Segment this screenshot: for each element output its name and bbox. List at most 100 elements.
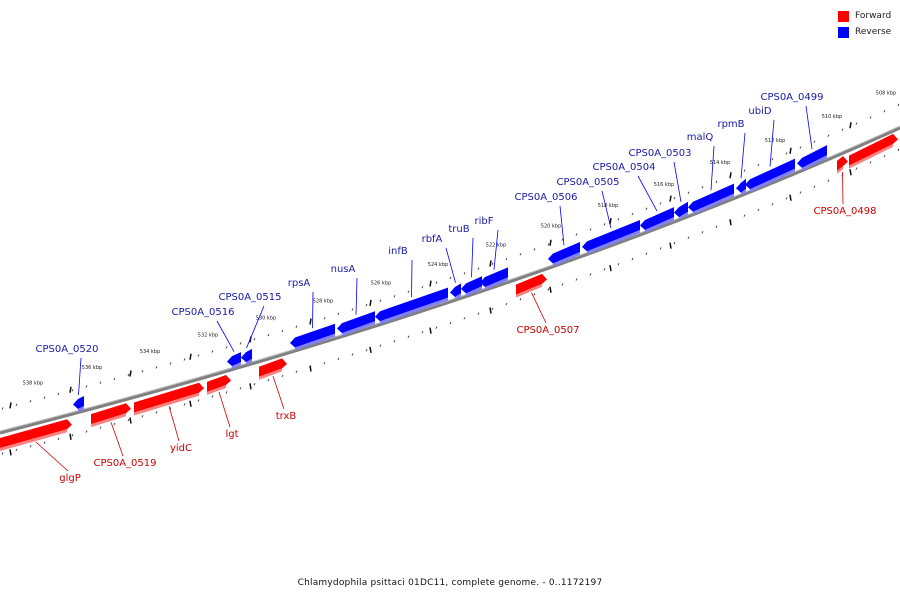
reverse-gene-label: CPS0A_0520 [35, 344, 98, 355]
forward-gene-label: glgP [59, 473, 81, 484]
tick-minor-lower [365, 348, 368, 352]
reverse-gene-arrow-shadow [693, 193, 734, 215]
forward-gene-arrow [849, 133, 898, 166]
tick-minor-upper [57, 392, 60, 396]
tick-minor-upper [519, 253, 522, 256]
tick-minor-upper [701, 186, 704, 189]
reverse-gene-arrow [73, 396, 84, 409]
tick-minor-lower [883, 154, 886, 158]
reverse-gene-leader [559, 205, 565, 246]
tick-minor-lower [155, 411, 158, 414]
reverse-gene-arrow-shadow [246, 358, 252, 366]
ruler-labels: 508 kbp 510 kbp 512 kbp 514 kbp 516 kbp 518 k… [23, 90, 896, 386]
reverse-gene-arrow [480, 267, 508, 287]
tick-major-upper [189, 353, 192, 360]
tick-major-upper [669, 195, 672, 202]
tick-major-upper [129, 370, 132, 377]
forward-gene-arrow-shadow [516, 283, 542, 298]
tick-minor-upper [281, 329, 284, 333]
tick-minor-upper [883, 109, 886, 113]
reverse-gene-arrow-shadow [342, 321, 375, 337]
reverse-gene-label: CPS0A_0505 [556, 177, 619, 188]
forward-gene-arrow-shadow [837, 166, 843, 174]
tick-minor-lower [449, 321, 452, 325]
tick-minor-upper [589, 228, 592, 231]
reverse-gene-leader [411, 259, 413, 297]
tick-major-upper [369, 299, 372, 306]
reverse-gene-label: ribF [475, 216, 494, 227]
tick-minor-upper [575, 233, 578, 236]
forward-gene-label: CPS0A_0519 [93, 458, 156, 469]
tick-minor-upper [771, 157, 774, 161]
tick-minor-lower [351, 353, 354, 356]
tick-minor-upper [141, 370, 144, 373]
tick-minor-lower [533, 293, 536, 296]
reverse-gene-arrow [227, 352, 241, 367]
tick-minor-upper [743, 169, 746, 172]
ruler-tick-label: 518 kbp [598, 203, 618, 209]
tick-minor-lower [183, 403, 186, 406]
tick-major-lower [669, 242, 672, 249]
tick-minor-upper [477, 267, 480, 270]
tick-minor-upper [869, 116, 872, 119]
tick-minor-lower [57, 437, 60, 441]
reverse-gene-leader [769, 119, 775, 167]
ruler-tick-label: 520 kbp [541, 223, 561, 229]
tick-minor-lower [71, 433, 74, 437]
tick-minor-lower [127, 418, 130, 422]
reverse-gene-arrow [797, 145, 827, 168]
tick-minor-upper [295, 325, 298, 328]
tick-minor-upper [15, 403, 18, 407]
tick-row-lower [1, 148, 900, 456]
ruler-tick-label: 538 kbp [23, 380, 43, 386]
tick-major-lower [729, 219, 732, 226]
tick-minor-lower [547, 288, 550, 291]
forward-gene-arrow [0, 419, 72, 448]
tick-minor-upper [813, 140, 816, 143]
tick-minor-lower [239, 387, 242, 390]
tick-minor-upper [855, 122, 858, 125]
genome-caption: Chlamydophila psittaci 01DC11, complete … [297, 578, 603, 588]
legend-reverse-swatch [838, 26, 849, 38]
tick-minor-upper [365, 303, 368, 307]
legend: Forward Reverse [838, 8, 891, 40]
tick-minor-lower [659, 247, 662, 250]
reverse-gene-arrow [241, 348, 252, 363]
reverse-gene-arrow-shadow [553, 252, 580, 267]
tick-minor-upper [785, 152, 788, 155]
tick-minor-upper [533, 248, 536, 251]
reverse-gene-arrow-shadow [466, 286, 482, 297]
reverse-gene-leader [355, 277, 358, 315]
reverse-gene-leader [312, 291, 314, 329]
tick-major-upper [69, 386, 72, 393]
tick-major-upper [309, 318, 312, 325]
tick-minor-lower [617, 262, 620, 266]
ruler-tick-label: 512 kbp [765, 138, 785, 144]
tick-minor-upper [673, 196, 676, 200]
reverse-gene-arrow [674, 201, 688, 218]
tick-minor-lower [29, 445, 32, 448]
ruler-tick-label: 516 kbp [654, 182, 674, 188]
reverse-gene-leader [805, 105, 813, 150]
tick-minor-lower [407, 335, 410, 338]
reverse-gene-leader [601, 190, 612, 229]
tick-minor-lower [519, 298, 522, 301]
tick-minor-upper [43, 396, 46, 399]
forward-gene-arrow [91, 403, 131, 425]
forward-gene-label: yidC [170, 443, 192, 454]
tick-major-lower [429, 327, 432, 334]
reverse-gene-arrow-shadow [645, 217, 674, 234]
genome-backbone [0, 126, 900, 435]
reverse-gene-arrow-shadow [295, 333, 335, 351]
reverse-gene-arrow [688, 183, 734, 212]
tick-minor-lower [393, 340, 396, 343]
reverse-gene-leader [471, 237, 474, 278]
tick-row-upper [1, 103, 900, 410]
tick-minor-lower [701, 231, 704, 234]
tick-minor-lower [99, 426, 102, 429]
reverse-gene-arrow [745, 158, 795, 190]
tick-minor-upper [757, 163, 760, 167]
tick-minor-upper [155, 366, 158, 369]
reverse-gene-arrow [375, 287, 448, 322]
